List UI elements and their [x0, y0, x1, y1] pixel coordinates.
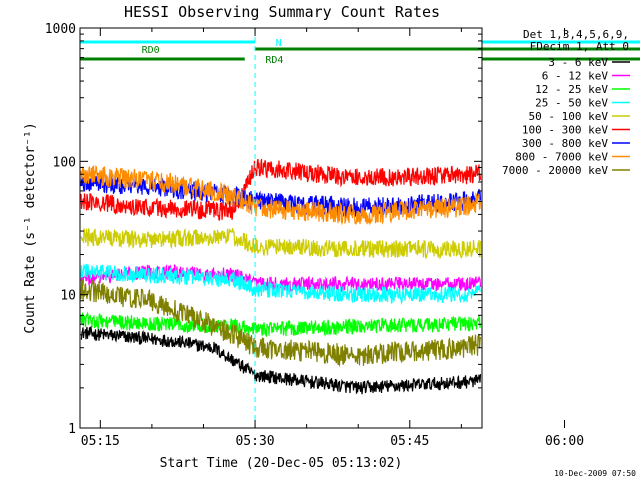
y-tick-label: 1000: [45, 22, 76, 37]
legend-label-800-7000-kev: 800 - 7000 keV: [515, 151, 608, 164]
legend-label-6-12-kev: 6 - 12 keV: [542, 70, 609, 83]
legend-label-50-100-kev: 50 - 100 keV: [529, 110, 609, 123]
plot-frame: [79, 27, 483, 429]
series-line-100-300-kev: [80, 158, 482, 221]
legend-label-25-50-kev: 25 - 50 keV: [535, 97, 608, 110]
legend-label-12-25-kev: 12 - 25 keV: [535, 83, 608, 96]
y-tick-label: 10: [60, 289, 76, 304]
series-line-3-6-kev: [80, 325, 482, 395]
timestamp: 10-Dec-2009 07:50: [554, 469, 636, 478]
flags-layer: N RD0 RD4: [80, 28, 640, 428]
y-tick-label: 100: [53, 155, 76, 170]
series-line-50-100-kev: [80, 227, 482, 260]
legend: Det 1,3,4,5,6,9,FDecim 1, Att 0 3 - 6 keV…: [502, 28, 630, 177]
x-tick-label: 05:15: [81, 434, 120, 449]
series-layer: [80, 158, 482, 395]
y-tick-label: 1: [68, 422, 76, 437]
x-tick-label: 06:00: [545, 434, 584, 449]
x-axis-label: Start Time (20-Dec-05 05:13:02): [160, 456, 403, 471]
flag-rd0-label: RD0: [142, 45, 160, 56]
legend-label-300-800-kev: 300 - 800 keV: [522, 137, 608, 150]
chart-title: HESSI Observing Summary Count Rates: [124, 3, 440, 21]
series-line-800-7000-kev: [80, 164, 482, 226]
flag-n-label: N: [276, 38, 282, 49]
y-axis-label: Count Rate (s⁻¹ detector⁻¹): [23, 122, 38, 333]
legend-header-line: FDecim 1, Att 0: [530, 40, 629, 53]
x-tick-label: 05:30: [235, 434, 274, 449]
legend-label-7000-20000-kev: 7000 - 20000 keV: [502, 164, 608, 177]
legend-label-3-6-kev: 3 - 6 keV: [548, 56, 608, 69]
series-line-6-12-kev: [80, 263, 482, 293]
legend-label-100-300-kev: 100 - 300 keV: [522, 124, 608, 137]
x-tick-label: 05:45: [390, 434, 429, 449]
series-line-7000-20000-kev: [80, 279, 482, 368]
axis-layer: 05:1505:3005:4506:0006:1506:3006:4511010…: [45, 22, 584, 449]
series-line-12-25-kev: [80, 311, 482, 338]
flag-rd4-label: RD4: [265, 55, 283, 66]
legend-header-line: Det 1,3,4,5,6,9,: [523, 28, 629, 41]
series-line-25-50-kev: [80, 263, 482, 306]
